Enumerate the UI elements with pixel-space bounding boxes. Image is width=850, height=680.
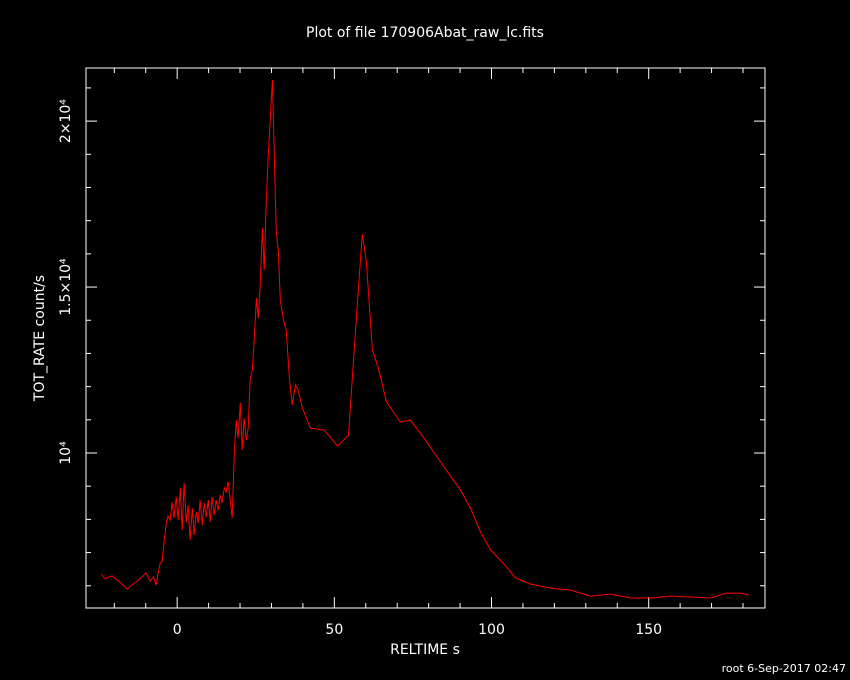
x-tick-label: 150 [635, 622, 662, 638]
footer: root 6-Sep-2017 02:47 [722, 662, 846, 675]
x-axis-label: RELTIME s [390, 642, 460, 658]
y-axis-label: TOT_RATE count/s [32, 275, 48, 402]
y-tick-label: 2×10⁴ [58, 99, 74, 143]
x-tick-label: 50 [325, 622, 343, 638]
x-tick-label: 100 [478, 622, 505, 638]
y-tick-label: 10⁴ [58, 441, 74, 465]
chart-title: Plot of file 170906Abat_raw_lc.fits [306, 25, 544, 41]
x-tick-label: 0 [173, 622, 182, 638]
plot-frame [85, 67, 766, 609]
light-curve [100, 79, 749, 599]
y-tick-label: 1.5×10⁴ [58, 258, 74, 316]
